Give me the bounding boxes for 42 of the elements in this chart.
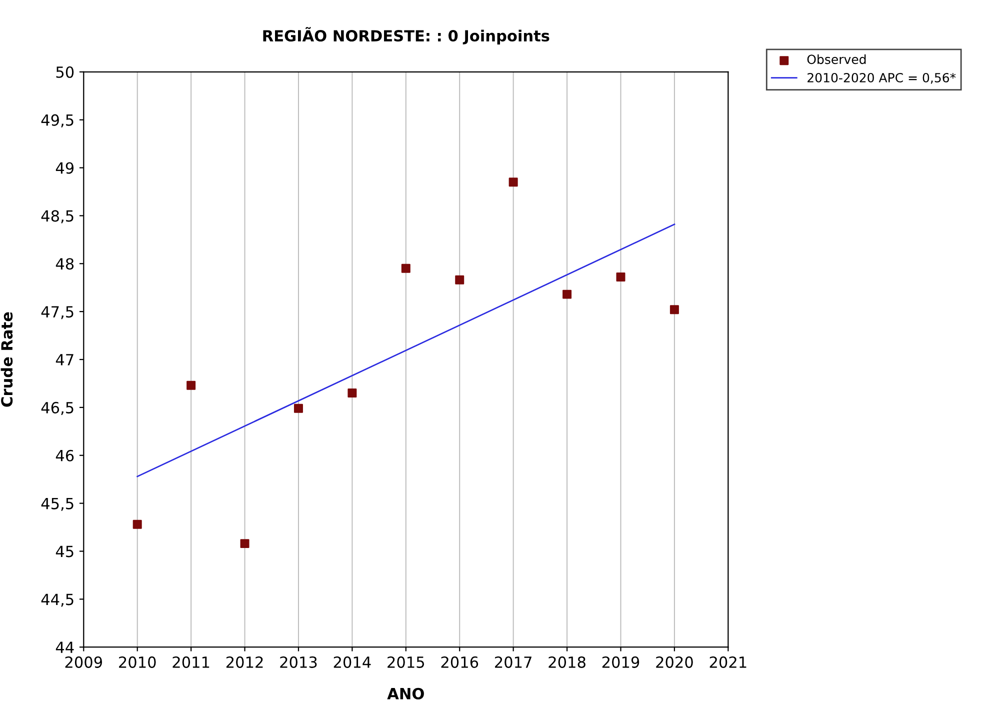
y-tick-label: 44,5 (41, 594, 74, 607)
x-tick-label: 2017 (495, 656, 532, 668)
point (562, 290, 572, 299)
y-tick-label: 46 (56, 450, 74, 462)
y-tick-label: 47,5 (41, 306, 74, 320)
y-tick-label: 48,5 (41, 210, 74, 224)
point (508, 178, 518, 187)
x-tick-label: 2021 (710, 656, 746, 668)
point (294, 404, 303, 413)
y-axis-title: Crude Rate (0, 312, 13, 407)
x-tick-label: 2016 (441, 656, 478, 668)
x-tick-label: 2019 (602, 656, 640, 668)
y-tick-label: 49,5 (41, 114, 74, 128)
y-tick-label: 45 (56, 546, 74, 558)
y-tick-label: 48 (56, 258, 74, 270)
x-tick-label: 2014 (334, 656, 371, 668)
point (616, 272, 626, 282)
point (670, 305, 679, 314)
x-tick-label: 2018 (548, 656, 586, 668)
x-tick-label: 2009 (65, 656, 102, 668)
y-tick-label: 46,5 (41, 402, 74, 416)
legend-label: Observed (807, 54, 866, 64)
x-axis-title: ANO (387, 688, 424, 700)
y-tick-label: 50 (56, 66, 74, 78)
point (455, 275, 464, 284)
y-tick-label: 49 (56, 162, 74, 174)
legend-label: 2010-2020 APC = 0,56* (808, 72, 956, 84)
x-tick-label: 2013 (280, 656, 317, 668)
x-tick-label: 2012 (226, 656, 263, 668)
x-tick-label: 2020 (656, 656, 693, 668)
chart-title: REGIÃO NORDESTE: : 0 Joinpoints (263, 27, 550, 45)
point (240, 539, 250, 548)
y-tick-label: 47 (56, 354, 74, 366)
point (348, 388, 357, 398)
y-tick-label: 45,5 (41, 498, 74, 511)
point (401, 264, 410, 273)
x-tick-label: 2011 (172, 656, 210, 668)
point (186, 380, 196, 390)
y-tick-label: 44 (56, 642, 74, 653)
point (132, 520, 142, 529)
x-tick-label: 2015 (388, 656, 424, 668)
x-tick-label: 2010 (119, 656, 156, 668)
